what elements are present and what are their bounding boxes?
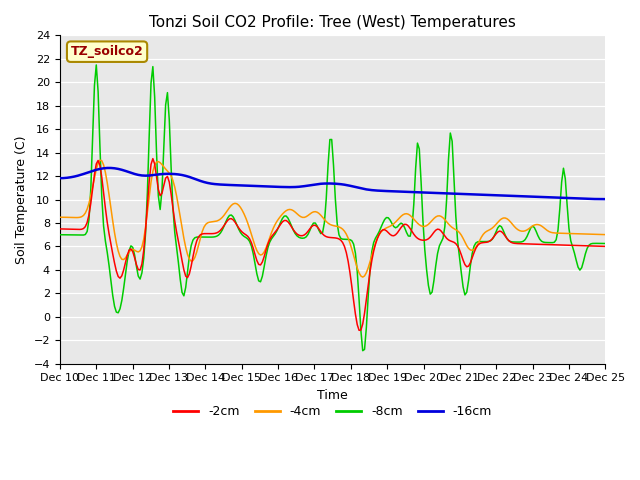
Legend: -2cm, -4cm, -8cm, -16cm: -2cm, -4cm, -8cm, -16cm bbox=[168, 400, 497, 423]
Title: Tonzi Soil CO2 Profile: Tree (West) Temperatures: Tonzi Soil CO2 Profile: Tree (West) Temp… bbox=[149, 15, 516, 30]
X-axis label: Time: Time bbox=[317, 389, 348, 402]
Y-axis label: Soil Temperature (C): Soil Temperature (C) bbox=[15, 135, 28, 264]
Text: TZ_soilco2: TZ_soilco2 bbox=[70, 45, 143, 58]
